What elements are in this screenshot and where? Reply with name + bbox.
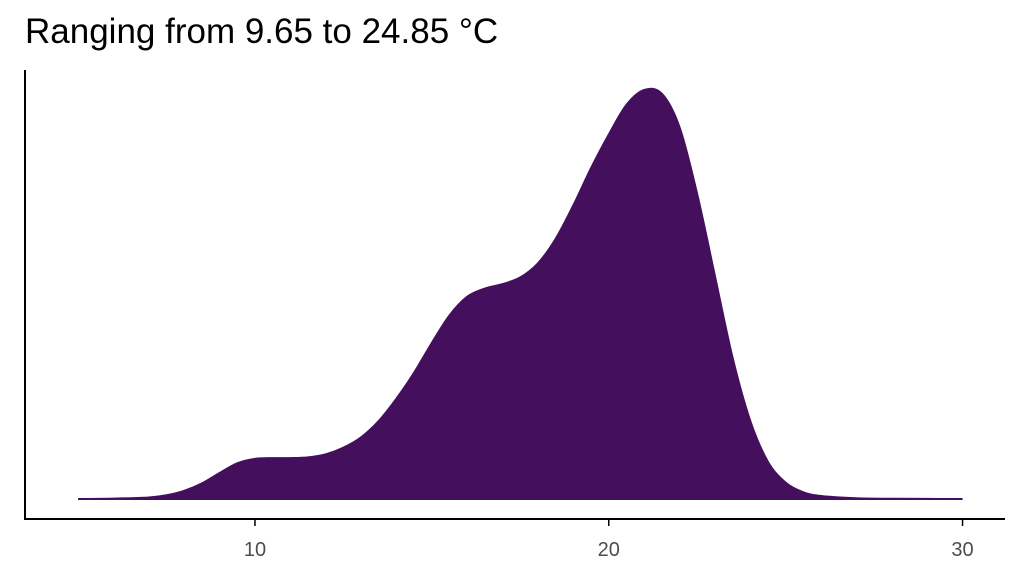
- x-tick-label: 20: [598, 539, 620, 561]
- chart-title: Ranging from 9.65 to 24.85 °C: [25, 12, 499, 51]
- x-axis-ticks: 10 20 30: [244, 519, 974, 561]
- x-tick-label: 30: [951, 539, 973, 561]
- density-area: [78, 87, 963, 500]
- x-tick-label: 10: [244, 539, 266, 561]
